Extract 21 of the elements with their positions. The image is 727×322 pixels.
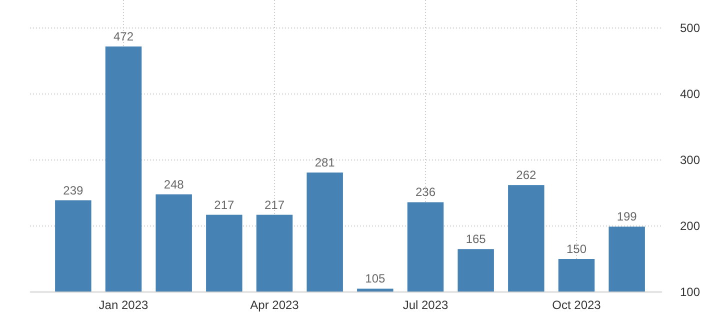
- data-label: 236: [415, 185, 436, 200]
- data-label: 105: [365, 272, 386, 286]
- data-label: 217: [214, 198, 234, 212]
- data-label: 165: [466, 232, 486, 246]
- x-tick-label: Apr 2023: [250, 298, 300, 312]
- y-tick-label: 200: [680, 219, 700, 233]
- y-tick-label: 500: [680, 21, 700, 35]
- y-tick-label: 100: [680, 285, 700, 299]
- y-tick-label: 400: [680, 87, 700, 101]
- data-label: 217: [264, 198, 285, 212]
- data-label: 281: [314, 156, 336, 170]
- x-tick-label: Jan 2023: [98, 298, 149, 312]
- data-label: 150: [566, 242, 587, 256]
- x-tick-label: Jul 2023: [402, 298, 449, 312]
- data-label: 199: [616, 210, 638, 224]
- y-tick-label: 300: [680, 153, 700, 167]
- x-tick-label: Oct 2023: [552, 298, 602, 312]
- data-label: 239: [63, 183, 84, 198]
- data-label: 262: [516, 168, 536, 182]
- data-label: 248: [164, 177, 184, 192]
- data-label: 472: [113, 29, 134, 44]
